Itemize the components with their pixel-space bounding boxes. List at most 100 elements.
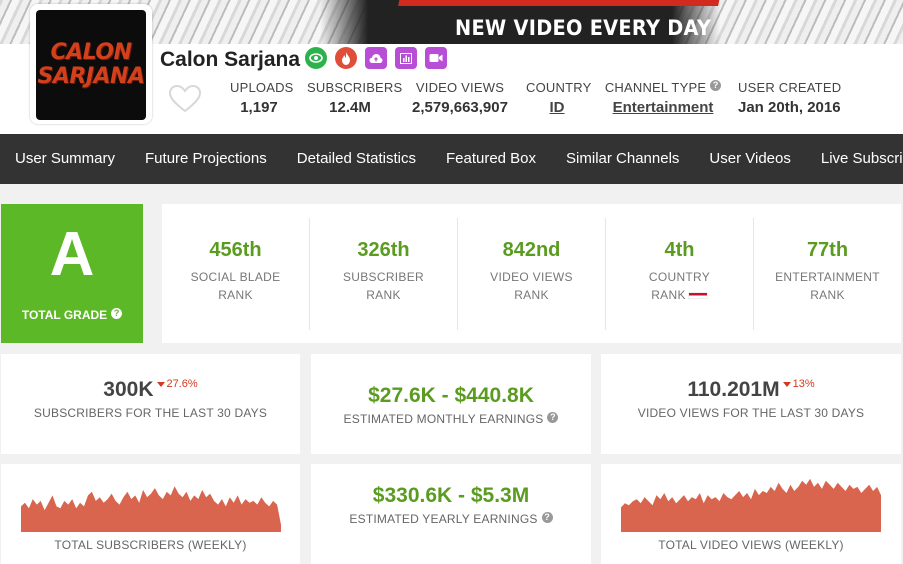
favorite-heart-icon[interactable] — [168, 84, 202, 114]
monthly-earnings-value: $27.6K - $440.8K — [368, 384, 534, 407]
banner-art — [320, 0, 720, 44]
rank-label: ENTERTAINMENT RANK — [754, 268, 901, 304]
help-icon[interactable]: ? — [111, 308, 123, 319]
grade-label: TOTAL GRADE — [21, 308, 108, 322]
stat-country-label: COUNTRY — [526, 80, 592, 95]
views-weekly-sparkline — [621, 478, 881, 532]
rank-label-line2: RANK — [218, 287, 253, 302]
subscribers-weekly-sparkline — [20, 486, 281, 532]
rank-label: VIDEO VIEWS RANK — [458, 268, 605, 304]
cloud-upload-icon[interactable] — [365, 47, 387, 69]
stat-uploads: UPLOADS 1,197 — [230, 80, 293, 116]
card-yearly-earnings: $330.6K - $5.3M ESTIMATED YEARLY EARNING… — [311, 464, 591, 564]
card-label-wrap: ESTIMATED MONTHLY EARNINGS? — [311, 412, 591, 426]
nav-similar-channels[interactable]: Similar Channels — [566, 150, 680, 167]
nav-user-videos[interactable]: User Videos — [709, 150, 791, 167]
views-weekly-label: TOTAL VIDEO VIEWS (WEEKLY) — [658, 538, 844, 552]
card-value-wrap: 110.201M 13% — [601, 378, 901, 402]
views-change-percent: 13% — [783, 378, 815, 390]
help-icon[interactable]: ? — [710, 80, 722, 91]
profile-nav: User Summary Future Projections Detailed… — [0, 134, 903, 184]
rank-label-line1: COUNTRY — [648, 269, 711, 284]
total-grade-box: A TOTAL GRADE? — [1, 204, 143, 343]
video-camera-icon[interactable] — [425, 47, 447, 69]
rank-label-line1: VIDEO VIEWS — [490, 269, 573, 284]
card-monthly-earnings: $27.6K - $440.8K ESTIMATED MONTHLY EARNI… — [311, 354, 591, 454]
flame-icon[interactable] — [335, 47, 357, 69]
nav-future-projections[interactable]: Future Projections — [145, 150, 267, 167]
rank-subscriber: 326th SUBSCRIBER RANK — [310, 217, 458, 330]
card-subscribers-weekly: TOTAL SUBSCRIBERS (WEEKLY) — [1, 464, 300, 564]
grade-letter: A — [49, 220, 95, 289]
yearly-earnings-value: $330.6K - $5.3M — [372, 484, 530, 507]
rank-entertainment: 77th ENTERTAINMENT RANK — [754, 218, 901, 330]
subscribers-30-days-value: 300K — [103, 378, 154, 401]
rank-label-line1: SOCIAL BLADE — [190, 269, 281, 284]
subscribers-weekly-label: TOTAL SUBSCRIBERS (WEEKLY) — [54, 538, 247, 552]
banner-tagline: NEW VIDEO EVERY DAY — [455, 16, 712, 40]
rank-value: 456th — [209, 238, 262, 261]
rank-value: 842nd — [502, 238, 561, 261]
stat-video-views-label: VIDEO VIEWS — [415, 80, 505, 95]
card-subscribers-30-days: 300K 27.6% SUBSCRIBERS FOR THE LAST 30 DA… — [1, 354, 300, 454]
stat-channel-type-label: CHANNEL TYPE — [604, 80, 707, 95]
bar-chart-icon[interactable] — [395, 47, 417, 69]
card-views-30-days: 110.201M 13% VIDEO VIEWS FOR THE LAST 30 … — [601, 354, 901, 454]
monthly-earnings-label: ESTIMATED MONTHLY EARNINGS — [343, 412, 544, 426]
rank-label: COUNTRY RANK — [606, 268, 753, 304]
stat-video-views: VIDEO VIEWS 2,579,663,907 — [412, 80, 508, 116]
nav-featured-box[interactable]: Featured Box — [445, 150, 537, 167]
channel-type-link[interactable]: Entertainment — [612, 99, 714, 116]
rank-label-line1: ENTERTAINMENT — [775, 269, 880, 284]
views-30-days-value: 110.201M — [687, 378, 780, 401]
subscribers-change-percent: 27.6% — [157, 378, 198, 390]
stat-country: COUNTRY ID — [526, 80, 592, 116]
card-value-wrap: 300K 27.6% — [1, 378, 300, 402]
rank-label-line2: RANK — [810, 287, 845, 302]
stat-user-created-value: Jan 20th, 2016 — [738, 99, 841, 116]
card-label-wrap: ESTIMATED YEARLY EARNINGS? — [311, 512, 591, 526]
subscribers-30-days-label: SUBSCRIBERS FOR THE LAST 30 DAYS — [33, 406, 268, 420]
rank-country: 4th COUNTRY RANK — [606, 217, 754, 330]
rank-label: SUBSCRIBER RANK — [310, 268, 457, 304]
card-views-weekly: TOTAL VIDEO VIEWS (WEEKLY) — [601, 464, 901, 564]
rank-panel: 456th SOCIAL BLADE RANK 326th SUBSCRIBER R… — [162, 204, 901, 343]
stat-channel-type: CHANNEL TYPE? Entertainment — [604, 80, 722, 116]
stat-user-created-label: USER CREATED — [738, 80, 842, 95]
rank-social-blade: 456th SOCIAL BLADE RANK — [162, 217, 310, 330]
eye-icon[interactable] — [305, 47, 327, 69]
sparkline-area — [20, 486, 281, 532]
stat-user-created: USER CREATED Jan 20th, 2016 — [738, 80, 842, 116]
views-30-days-label: VIDEO VIEWS FOR THE LAST 30 DAYS — [637, 406, 865, 420]
nav-detailed-statistics[interactable]: Detailed Statistics — [296, 150, 416, 167]
rank-value: 77th — [806, 238, 849, 261]
stat-subscribers: SUBSCRIBERS 12.4M — [307, 80, 403, 116]
stat-subscribers-label: SUBSCRIBERS — [307, 80, 403, 95]
avatar-logo-text-1: CALON — [50, 40, 132, 65]
nav-live-subscriber[interactable]: Live Subscriber — [820, 150, 903, 167]
channel-avatar[interactable]: CALON SARJANA — [30, 4, 152, 124]
banner-title-art — [398, 0, 722, 6]
rank-label: SOCIAL BLADE RANK — [162, 268, 309, 304]
stat-uploads-value: 1,197 — [240, 99, 278, 116]
nav-user-summary[interactable]: User Summary — [15, 150, 116, 167]
grade-label-wrap: TOTAL GRADE? — [1, 308, 143, 322]
rank-label-line1: SUBSCRIBER — [342, 269, 425, 284]
country-link[interactable]: ID — [549, 99, 565, 116]
rank-value: 326th — [357, 238, 410, 261]
channel-name: Calon Sarjana — [160, 48, 301, 71]
rank-video-views: 842nd VIDEO VIEWS RANK — [458, 217, 606, 330]
avatar-logo: CALON SARJANA — [36, 10, 146, 120]
country-flag-icon — [687, 291, 708, 299]
rank-label-line2: RANK — [651, 287, 686, 302]
avatar-logo-text-2: SARJANA — [37, 64, 145, 89]
help-icon[interactable]: ? — [541, 512, 553, 523]
rank-label-line2: RANK — [514, 287, 549, 302]
help-icon[interactable]: ? — [547, 412, 559, 423]
channel-badges — [305, 47, 447, 69]
yearly-earnings-label: ESTIMATED YEARLY EARNINGS — [349, 512, 538, 526]
sparkline-area — [621, 478, 881, 532]
rank-value: 4th — [664, 238, 695, 261]
stat-subscribers-value: 12.4M — [329, 99, 371, 116]
rank-label-line2: RANK — [366, 287, 401, 302]
